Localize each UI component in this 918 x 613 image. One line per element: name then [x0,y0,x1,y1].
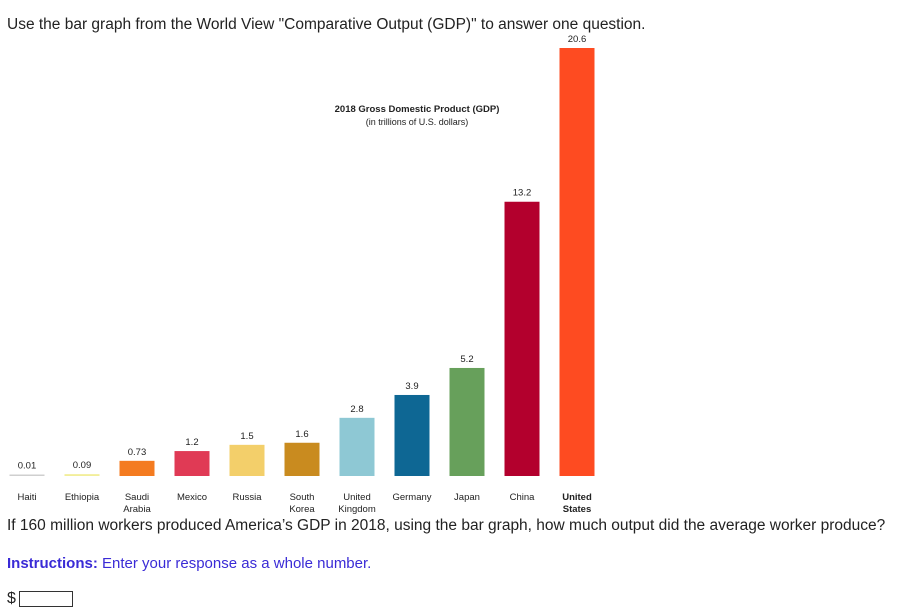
chart-svg: 2018 Gross Domestic Product (GDP) (in tr… [9,34,595,515]
value-label-2: 0.73 [128,447,147,458]
category-label-4: Russia [232,492,262,503]
gdp-bar-chart: 2018 Gross Domestic Product (GDP) (in tr… [0,30,918,518]
category-label-0: Haiti [17,492,36,503]
bar-2 [119,460,155,476]
intro-text: Use the bar graph from the World View "C… [7,16,646,33]
bar-8 [449,367,485,476]
bar-9 [504,201,540,477]
instructions: Instructions: Enter your response as a w… [7,555,371,572]
category-label-10-line-1: States [563,504,592,515]
category-label-10-line-0: United [562,492,592,503]
value-label-1: 0.09 [73,460,92,471]
category-label-2-line-1: Arabia [123,504,151,515]
bar-5 [284,442,320,476]
category-label-6-line-1: Kingdom [338,504,376,515]
currency-symbol: $ [7,590,16,607]
value-label-5: 1.6 [295,429,308,440]
answer-input[interactable] [18,591,73,607]
value-label-10: 20.6 [568,34,587,45]
category-label-8: Japan [454,492,480,503]
value-label-3: 1.2 [185,437,198,448]
value-label-9: 13.2 [513,188,532,199]
instructions-text: Enter your response as a whole number. [97,555,372,572]
category-label-3: Mexico [177,492,207,503]
category-label-6-line-0: United [343,492,370,503]
answer-row: $ [7,590,73,608]
category-label-2-line-0: Saudi [125,492,149,503]
category-label-9: China [510,492,536,503]
value-label-7: 3.9 [405,381,418,392]
question-text: If 160 million workers produced America’… [7,517,886,534]
value-label-4: 1.5 [240,431,253,442]
bars-layer [9,48,595,477]
value-label-6: 2.8 [350,404,363,415]
value-label-0: 0.01 [18,461,37,472]
chart-title: 2018 Gross Domestic Product (GDP) [335,104,500,115]
value-labels-layer: 0.01 0.09 0.73 1.2 1.5 1.6 2.8 3.9 5.2 13.2 20.6 [18,34,587,472]
bar-3 [174,451,210,476]
chart-subtitle: (in trillions of U.S. dollars) [366,117,469,127]
value-label-8: 5.2 [460,354,473,365]
category-label-7: Germany [392,492,431,503]
bar-7 [394,394,430,476]
bar-10 [559,48,595,476]
bar-4 [229,444,265,476]
instructions-label: Instructions: [7,555,98,572]
category-label-5-line-1: Korea [289,504,315,515]
bar-0 [9,474,45,476]
bar-6 [339,417,375,476]
bar-1 [64,474,100,476]
category-label-1: Ethiopia [65,492,100,503]
category-label-5-line-0: South [290,492,315,503]
